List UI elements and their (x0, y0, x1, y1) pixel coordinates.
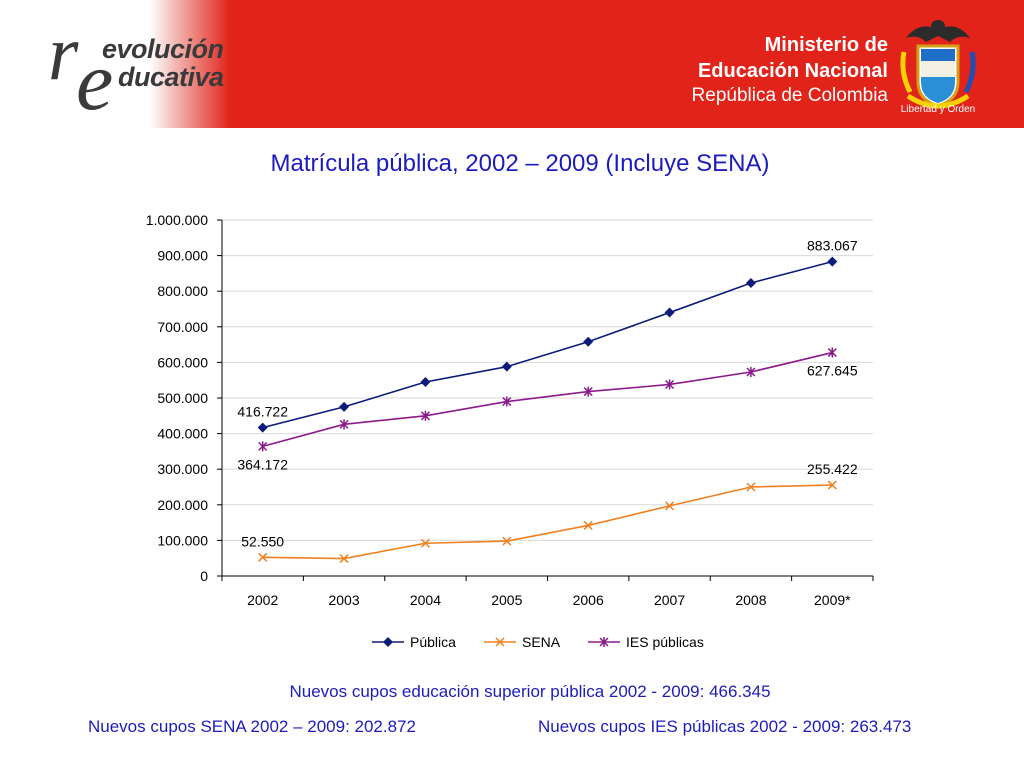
data-point (339, 401, 350, 412)
ministry-line2: Educación Nacional (697, 60, 888, 82)
data-point (745, 278, 756, 289)
y-tick-label: 700.000 (157, 319, 208, 335)
data-point (583, 386, 593, 397)
y-tick-label: 600.000 (157, 354, 208, 370)
crest-caption: Libertad y Orden (900, 104, 976, 115)
x-tick-label: 2003 (328, 592, 359, 608)
x-tick-label: 2006 (573, 592, 604, 608)
data-point (827, 480, 837, 490)
series-line (262, 351, 833, 448)
y-tick-label: 100.000 (157, 532, 208, 548)
ministry-line1: Ministerio de (764, 34, 888, 56)
data-point (664, 307, 675, 318)
data-point (665, 379, 675, 390)
y-tick-label: 900.000 (157, 248, 208, 264)
logo-letter-r: r (48, 9, 79, 96)
data-point (420, 410, 430, 421)
legend-label: IES públicas (626, 634, 704, 650)
coat-of-arms-icon (900, 20, 976, 109)
legend-marker (495, 637, 505, 647)
chart-title: Matrícula pública, 2002 – 2009 (Incluye … (270, 150, 770, 177)
revolucion-educativa-logo: r e evolución ducativa (48, 14, 268, 124)
y-tick-label: 300.000 (157, 461, 208, 477)
data-point (583, 336, 594, 347)
y-tick-label: 400.000 (157, 426, 208, 442)
x-tick-label: 2004 (410, 592, 441, 608)
data-point (339, 419, 349, 430)
data-label: 52.550 (241, 533, 284, 549)
data-point (665, 501, 675, 511)
footer-total-new-seats: Nuevos cupos educación superior pública … (289, 682, 771, 701)
legend-label: Pública (410, 634, 456, 650)
x-tick-label: 2002 (247, 592, 278, 608)
x-tick-label: 2009* (814, 592, 851, 608)
data-label: 364.172 (237, 456, 288, 472)
data-point (827, 347, 837, 358)
data-point (583, 520, 593, 530)
y-tick-label: 0 (200, 568, 208, 584)
legend-marker (383, 637, 393, 647)
logo-letter-e: e (76, 35, 114, 128)
ministry-name: Ministerio de Educación Nacional Repúbli… (692, 32, 888, 108)
x-tick-label: 2007 (654, 592, 685, 608)
data-point (420, 538, 430, 548)
data-label: 255.422 (807, 461, 858, 477)
data-point (258, 552, 268, 562)
header-banner (0, 0, 1024, 128)
x-tick-label: 2005 (491, 592, 522, 608)
data-point (502, 396, 512, 407)
data-point (420, 376, 431, 387)
data-point (746, 367, 756, 378)
footer-ies-new-seats: Nuevos cupos IES públicas 2002 - 2009: 2… (538, 717, 912, 736)
logo-line2: ducativa (118, 62, 224, 92)
series-line (262, 260, 833, 429)
legend-label: SENA (522, 634, 561, 650)
logo-line1: evolución (102, 34, 224, 64)
data-label: 627.645 (807, 363, 858, 379)
y-tick-label: 500.000 (157, 390, 208, 406)
data-point (339, 554, 349, 564)
y-tick-label: 800.000 (157, 283, 208, 299)
data-point (827, 256, 838, 267)
data-label: 416.722 (237, 404, 288, 420)
footer-sena-new-seats: Nuevos cupos SENA 2002 – 2009: 202.872 (88, 717, 416, 736)
data-point (258, 441, 268, 452)
data-label: 883.067 (807, 238, 858, 254)
data-point (502, 536, 512, 546)
x-tick-label: 2008 (735, 592, 766, 608)
data-point (501, 361, 512, 372)
y-tick-label: 1.000.000 (146, 212, 208, 228)
legend-marker (599, 637, 609, 647)
data-point (746, 482, 756, 492)
y-tick-label: 200.000 (157, 497, 208, 513)
data-point (257, 422, 268, 433)
ministry-line3: República de Colombia (691, 85, 888, 106)
series-line (262, 484, 833, 560)
